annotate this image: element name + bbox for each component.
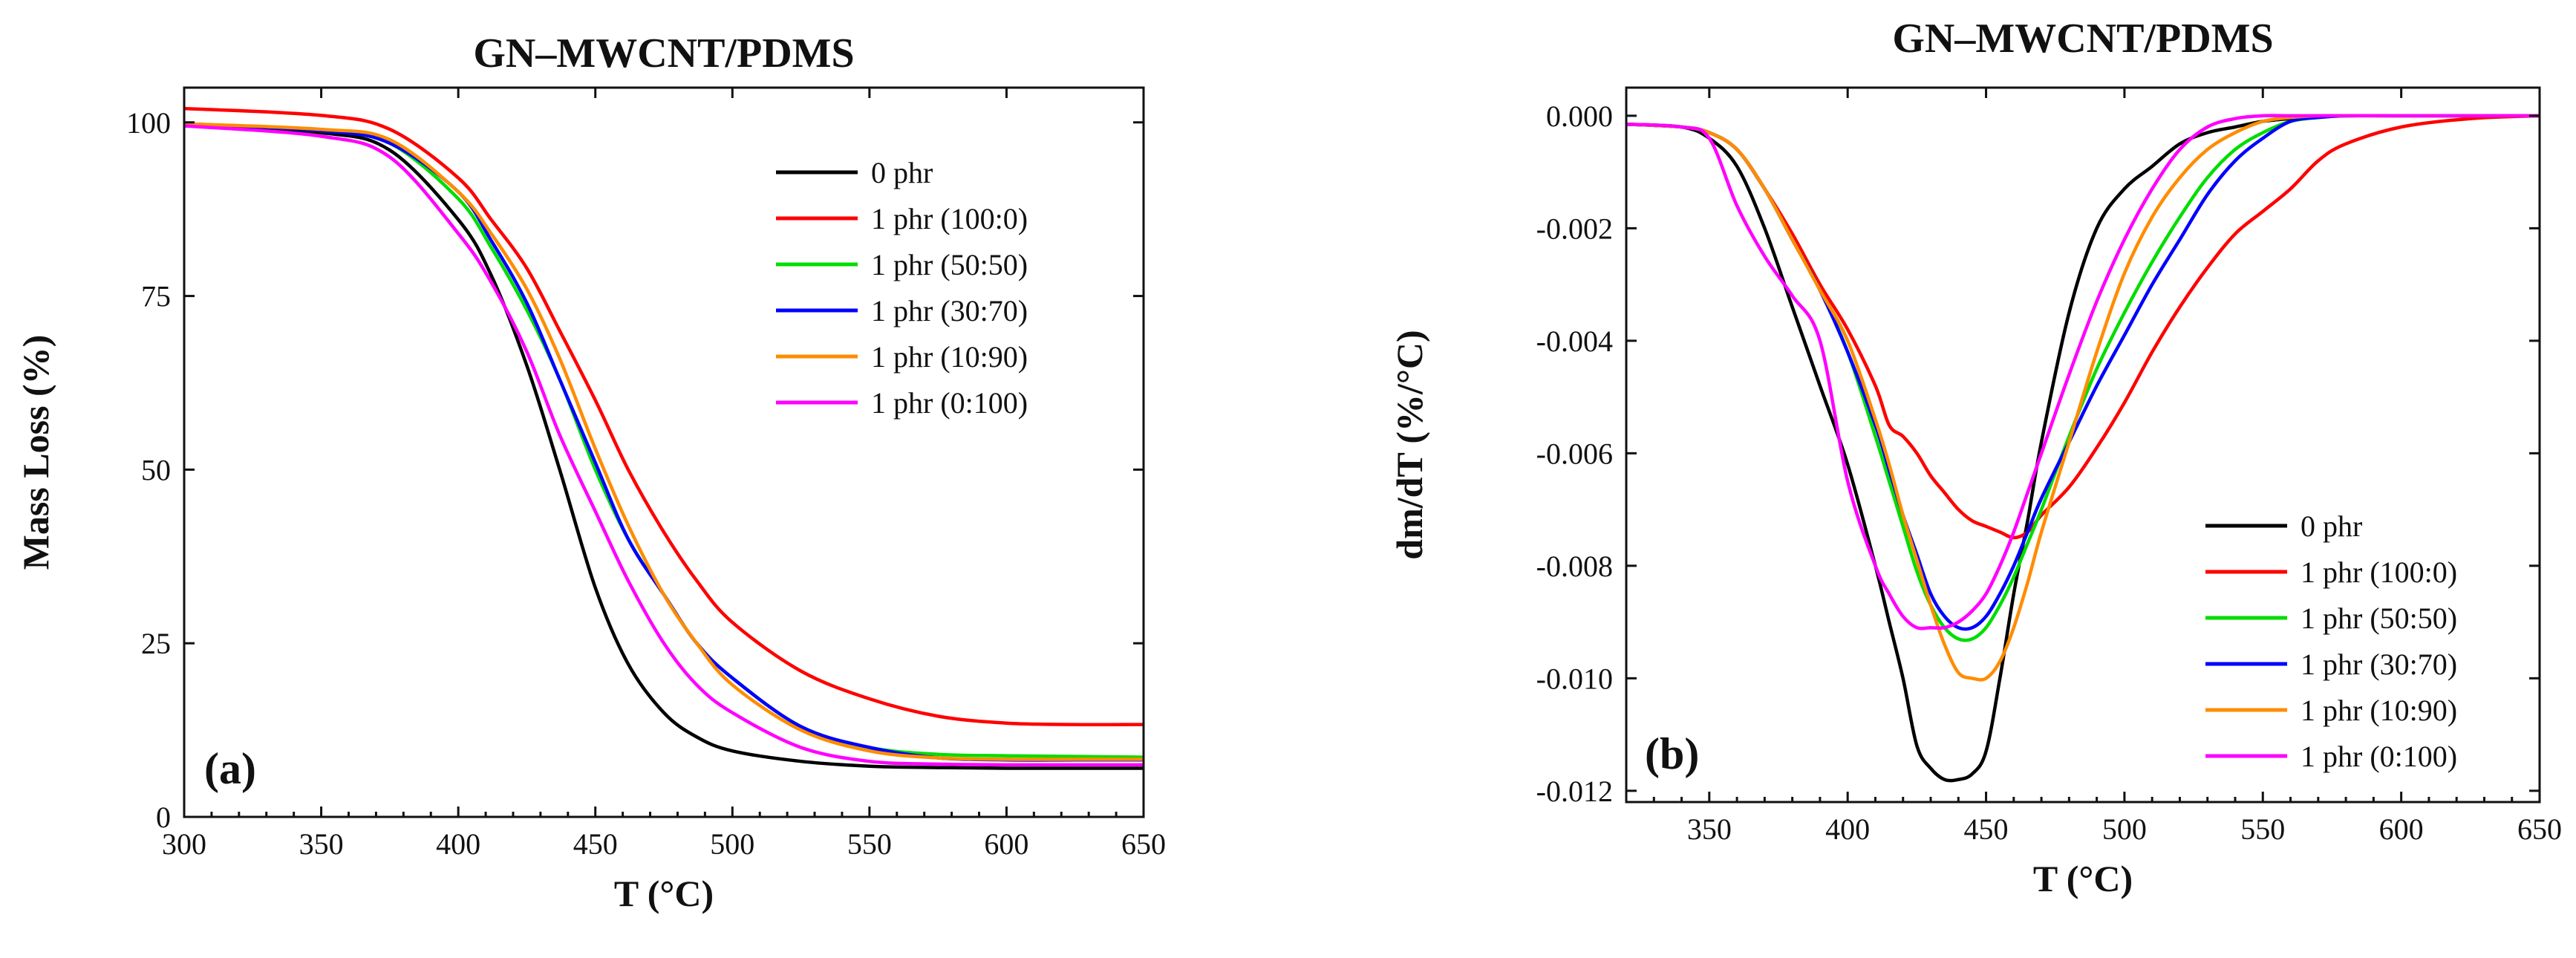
x-tick-label: 550 [847,827,892,861]
legend-entry: 1 phr (100:0) [871,202,1028,235]
x-tick-label: 600 [984,827,1028,861]
legend: 0 phr 1 phr (100:0) 1 phr (50:50) 1 phr (30… [2205,509,2457,773]
x-tick-label: 650 [1121,827,1166,861]
legend-entry: 1 phr (10:90) [2301,694,2457,727]
y-axis-label: dm/dT (%/°C) [1389,330,1430,559]
panel-label: (a) [204,744,256,793]
legend-entry: 1 phr (0:100) [871,386,1028,420]
legend-entry: 1 phr (30:70) [871,294,1028,328]
x-tick-label: 450 [1964,812,2009,846]
y-tick-label: 100 [126,106,171,140]
x-tick-label: 350 [299,827,344,861]
x-tick-label: 400 [1825,812,1870,846]
y-tick-label: -0.004 [1536,325,1613,358]
x-tick-label: 550 [2240,812,2285,846]
series-line-5 [184,124,1144,767]
series-lines [184,106,1144,770]
chart-a-mass-loss: GN–MWCNT/PDMS 300 350 400 450 500 550 600 650 0 25… [15,30,1166,914]
legend-entry: 1 phr (10:90) [871,340,1028,374]
series-line-1 [1626,114,2540,540]
y-tick-label: 0.000 [1546,100,1613,133]
legend-entry: 1 phr (50:50) [2301,602,2457,635]
legend-entry: 1 phr (50:50) [871,248,1028,281]
x-tick-label: 650 [2517,812,2562,846]
legend-entry: 1 phr (100:0) [2301,555,2457,589]
x-tick-label: 500 [710,827,754,861]
series-line-0 [184,124,1144,770]
x-tick-label: 400 [436,827,480,861]
x-tick-label: 450 [573,827,618,861]
y-tick-label: 75 [141,280,171,313]
legend-entry: 0 phr [871,156,933,189]
series-lines [1626,114,2540,783]
x-tick-label: 600 [2379,812,2424,846]
y-tick-label: 25 [141,627,171,660]
plot-frame [1625,86,2541,804]
series-line-5 [1626,114,2540,630]
x-tick-label: 300 [162,827,206,861]
plot-frame [183,86,1145,818]
y-tick-label: -0.012 [1536,775,1613,808]
y-tick-label: -0.010 [1536,662,1613,695]
series-line-4 [184,122,1144,761]
y-tick-label: -0.002 [1536,212,1613,245]
y-tick-label: -0.006 [1536,437,1613,470]
series-line-4 [1626,114,2540,682]
chart-title: GN–MWCNT/PDMS [473,30,854,76]
x-axis-label: T (°C) [614,873,714,914]
legend-entry: 1 phr (0:100) [2301,740,2457,773]
x-tick-label: 500 [2102,812,2147,846]
y-axis-label: Mass Loss (%) [15,335,56,570]
series-line-1 [184,106,1144,726]
x-tick-label: 350 [1687,812,1732,846]
chart-title: GN–MWCNT/PDMS [1892,16,2273,62]
y-tick-label: 50 [141,453,171,486]
y-tick-label: 0 [156,801,171,834]
x-axis-label: T (°C) [2033,858,2133,899]
legend-entry: 1 phr (30:70) [2301,648,2457,681]
chart-b-derivative: GN–MWCNT/PDMS 350 400 450 500 550 600 650 0.000 -… [1389,16,2562,899]
y-tick-label: -0.008 [1536,550,1613,583]
series-line-3 [1626,114,2540,631]
legend: 0 phr 1 phr (100:0) 1 phr (50:50) 1 phr (30… [776,156,1028,420]
panel-label: (b) [1645,729,1699,778]
legend-entry: 0 phr [2301,509,2362,543]
